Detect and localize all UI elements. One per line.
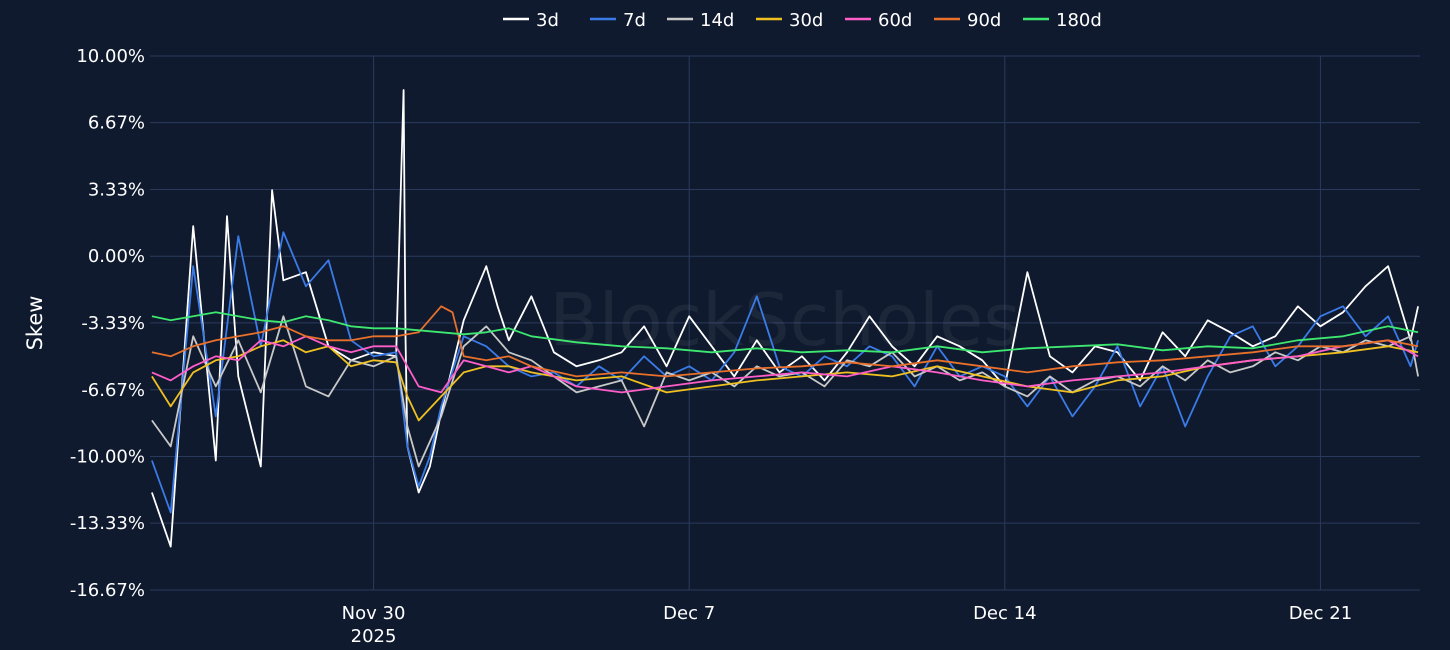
legend-label: 7d: [623, 10, 646, 31]
legend-item-60d[interactable]: 60d: [845, 10, 912, 31]
x-tick-label: Dec 7: [663, 603, 715, 624]
x-tick-label: Dec 14: [973, 603, 1036, 624]
series-line-14d: [151, 315, 1419, 468]
watermark: BlockScholes: [549, 278, 1021, 362]
legend-label: 30d: [789, 10, 823, 31]
series-line-90d: [151, 305, 1419, 378]
series-line-60d: [151, 335, 1419, 394]
y-tick-label: -13.33%: [70, 513, 145, 534]
legend-item-7d[interactable]: 7d: [590, 10, 646, 31]
legend-label: 180d: [1056, 10, 1102, 31]
legend-label: 60d: [878, 10, 912, 31]
series-line-7d: [151, 231, 1419, 514]
series-lines: [151, 89, 1419, 548]
y-tick-label: -16.67%: [70, 580, 145, 601]
legend-label: 14d: [700, 10, 734, 31]
y-axis-title: Skew: [23, 296, 47, 351]
series-line-180d: [151, 311, 1419, 354]
series-line-30d: [151, 339, 1419, 422]
y-tick-label: 0.00%: [88, 246, 145, 267]
legend-item-3d[interactable]: 3d: [503, 10, 559, 31]
legend-label: 3d: [536, 10, 559, 31]
x-tick-label: Nov 30: [342, 603, 406, 624]
grid: [150, 55, 1420, 591]
y-tick-label: -3.33%: [81, 313, 145, 334]
legend-label: 90d: [967, 10, 1001, 31]
y-tick-label: 3.33%: [88, 180, 145, 201]
y-tick-label: 10.00%: [76, 46, 145, 67]
legend: 3d 7d 14d 30d 60d 90d 180d: [503, 10, 1102, 31]
legend-item-180d[interactable]: 180d: [1023, 10, 1102, 31]
y-tick-label: -10.00%: [70, 446, 145, 467]
y-tick-label: -6.67%: [81, 380, 145, 401]
y-tick-label: 6.67%: [88, 113, 145, 134]
series-line-3d: [151, 89, 1419, 548]
x-tick-label: 2025: [351, 626, 397, 647]
legend-item-90d[interactable]: 90d: [934, 10, 1001, 31]
legend-item-30d[interactable]: 30d: [756, 10, 823, 31]
y-axis-ticks: 10.00% 6.67% 3.33% 0.00% -3.33% -6.67% -10.00%…: [70, 46, 145, 601]
x-tick-label: Dec 21: [1289, 603, 1352, 624]
legend-item-14d[interactable]: 14d: [667, 10, 734, 31]
